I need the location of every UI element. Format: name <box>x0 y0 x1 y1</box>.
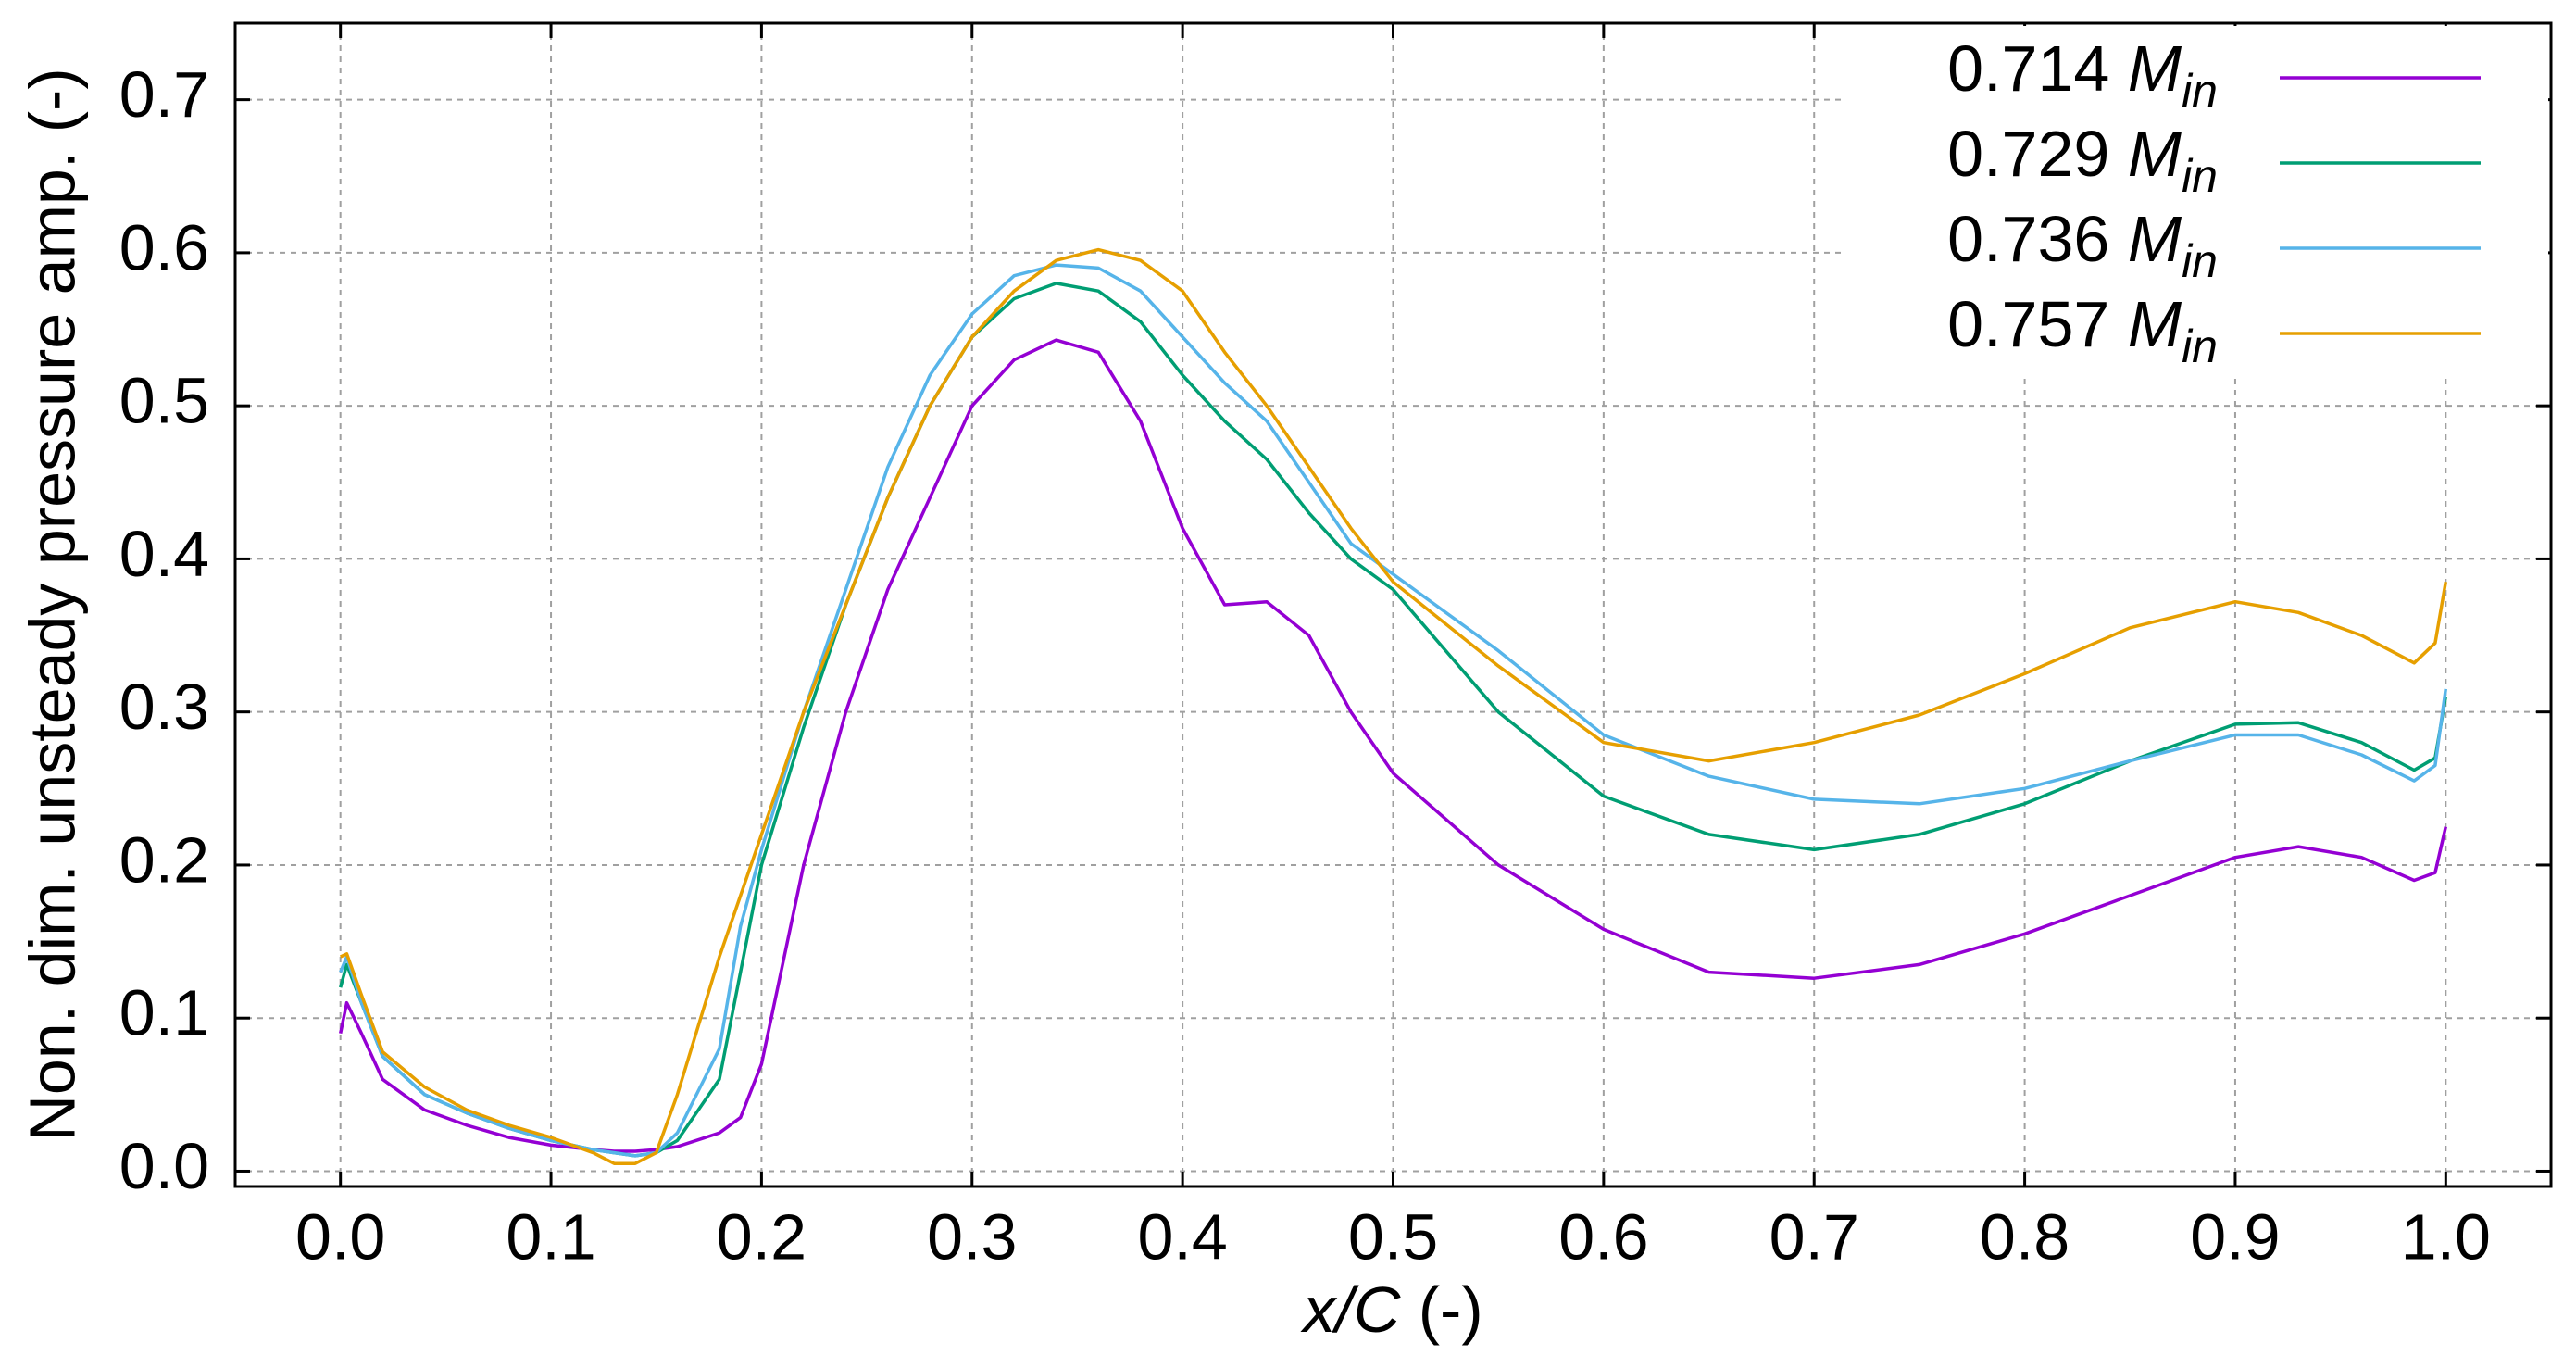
x-tick-label: 0.2 <box>717 1200 807 1273</box>
x-axis-label-unit: (-) <box>1400 1274 1482 1346</box>
x-tick-label: 0.9 <box>2190 1200 2280 1273</box>
x-tick-label: 0.6 <box>1558 1200 1648 1273</box>
data-line <box>339 263 2448 1158</box>
legend-number: 0.714 <box>1947 32 2128 105</box>
legend-number: 0.736 <box>1947 203 2128 275</box>
x-tick-label: 0.7 <box>1769 1200 1859 1273</box>
x-tick-label: 0.0 <box>295 1200 385 1273</box>
x-tick-label: 0.3 <box>927 1200 1017 1273</box>
x-tick-label: 0.4 <box>1137 1200 1227 1273</box>
legend-label: 0.729 Min <box>1947 118 2218 202</box>
legend-subscript: in <box>2182 235 2218 287</box>
x-tick-label: 0.5 <box>1348 1200 1438 1273</box>
legend-label: 0.757 Min <box>1947 288 2218 372</box>
y-tick-label: 0.2 <box>119 823 209 896</box>
y-tick-label: 0.0 <box>119 1130 209 1202</box>
x-tick-label: 1.0 <box>2401 1200 2491 1273</box>
legend-subscript: in <box>2182 320 2218 372</box>
legend-subscript: in <box>2182 150 2218 202</box>
data-line <box>339 247 2448 1165</box>
legend-symbol: M <box>2128 118 2182 190</box>
plot-frame <box>233 21 2553 1188</box>
y-tick-label: 0.7 <box>119 58 209 131</box>
y-tick-label: 0.6 <box>119 211 209 283</box>
y-tick-label: 0.4 <box>119 518 209 590</box>
y-tick-label: 0.5 <box>119 365 209 437</box>
legend-label: 0.736 Min <box>1947 203 2218 287</box>
data-line <box>338 338 2448 1153</box>
legend-background <box>1843 26 2548 378</box>
legend-symbol: M <box>2128 288 2182 360</box>
x-axis-label: x/C (-) <box>1300 1274 1482 1346</box>
x-axis-label-symbol: x/C <box>1300 1274 1400 1346</box>
x-tick-label: 0.8 <box>1980 1200 2070 1273</box>
y-tick-label: 0.3 <box>119 671 209 743</box>
legend-number: 0.757 <box>1947 288 2128 360</box>
legend-number: 0.729 <box>1947 118 2128 190</box>
y-axis-label: Non. dim. unsteady pressure amp. (-) <box>16 68 88 1141</box>
y-tick-label: 0.1 <box>119 977 209 1049</box>
legend-label: 0.714 Min <box>1947 32 2218 117</box>
x-tick-label: 0.1 <box>506 1200 595 1273</box>
legend-subscript: in <box>2182 65 2218 117</box>
legend-symbol: M <box>2128 32 2182 105</box>
legend-symbol: M <box>2128 203 2182 275</box>
